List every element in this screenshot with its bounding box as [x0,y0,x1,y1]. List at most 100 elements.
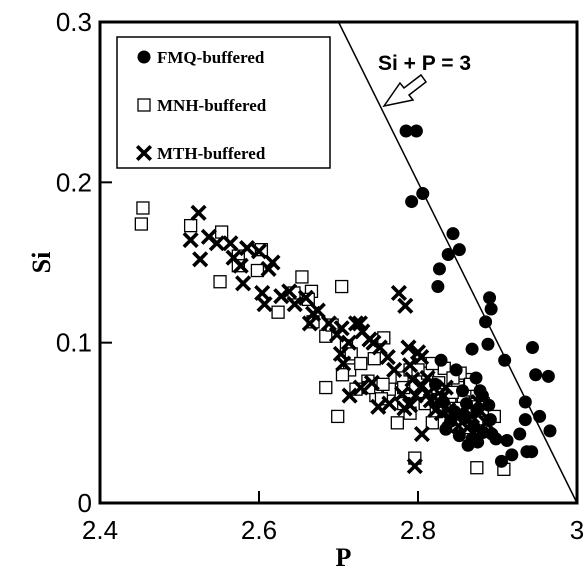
data-point [331,409,345,424]
data-point [271,305,285,319]
data-point [407,387,424,404]
plot-frame [98,20,579,505]
data-point [183,218,198,233]
data-point [402,397,419,414]
data-point [484,302,498,316]
data-point [431,280,445,294]
data-point [434,353,448,367]
data-point [213,275,227,289]
data-point [541,369,555,383]
data-point [305,305,322,322]
data-point [208,235,225,252]
data-point [518,395,532,409]
data-point [533,409,547,423]
y-tick-label: 0 [78,488,92,518]
data-point [494,454,508,468]
data-point [416,187,430,201]
legend-marker [137,50,151,64]
y-axis-title: Si [27,252,56,274]
data-point [413,349,430,366]
data-point [397,297,414,314]
legend-label: MNH-buffered [157,96,267,115]
data-point [239,240,256,257]
data-point [335,279,349,294]
data-point [254,284,271,302]
data-point [406,458,423,475]
data-point [409,124,423,138]
data-point [413,426,431,443]
data-point [483,413,497,427]
data-point [381,395,398,412]
data-point [465,342,479,356]
data-point [470,461,484,475]
data-point [513,427,527,441]
legend-item: MTH-buffered [135,144,266,163]
data-point [452,429,466,443]
data-point [473,384,487,398]
data-point [256,296,273,313]
y-tick-label: 0.1 [56,328,92,358]
data-point [402,357,419,374]
data-point [394,385,411,403]
data-point [320,315,338,332]
data-point [295,270,309,284]
annotation-arrow-icon [382,73,428,108]
data-point [518,413,532,427]
data-point [405,195,419,209]
data-point [428,377,442,391]
data-point [481,337,495,351]
data-point [479,315,493,329]
annotation-label: Si + P = 3 [378,52,471,75]
tick-labels: 2.4 2.6 2.8 3 0 0.1 0.2 0.3 [56,7,584,545]
data-point [319,380,333,395]
data-point [297,289,314,306]
data-point [232,257,249,274]
data-point [467,419,481,433]
data-point [136,201,150,215]
data-point [352,379,369,396]
data-point [500,433,514,447]
data-point [341,387,358,404]
data-point [529,368,543,382]
data-point [250,243,268,260]
data-point [363,374,380,391]
data-point [456,384,470,398]
data-point [190,204,207,221]
legend-item: FMQ-buffered [137,48,265,67]
data-point [525,340,539,354]
x-tick-label: 2.4 [82,515,118,545]
x-axis-title: P [336,543,352,571]
data-point [441,247,455,261]
legend-marker [137,98,151,112]
legend-label: FMQ-buffered [157,48,265,67]
data-point [436,395,450,409]
data-points [134,124,557,476]
data-point [333,320,350,337]
x-tick-label: 2.6 [241,515,277,545]
data-point [432,262,446,276]
reference-line-layer [337,21,578,504]
data-point [134,217,148,231]
annotation: Si + P = 3 [378,52,471,108]
data-point [376,377,390,392]
x-tick-label: 2.8 [400,515,436,545]
data-point [469,371,483,385]
data-point [446,227,460,241]
data-point [452,243,466,257]
data-point [505,448,519,462]
data-point [286,296,303,313]
data-point [379,349,396,366]
data-point [439,422,453,436]
data-point [470,403,484,417]
data-point [264,254,281,271]
reference-line [337,21,578,504]
data-point [281,283,298,300]
data-point [182,232,199,249]
data-point [457,411,471,425]
data-point [390,416,404,430]
y-tick-label: 0.2 [56,167,92,197]
data-point [273,288,290,305]
data-point [222,235,239,252]
data-point [250,263,265,278]
legend-box [116,36,331,169]
